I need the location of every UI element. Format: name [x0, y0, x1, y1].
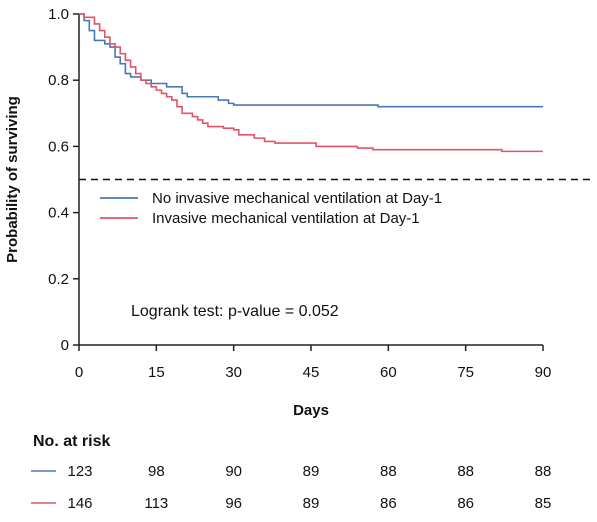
- risk-cell-row1-col6: 88: [457, 463, 474, 480]
- y-tick-label: 0.2: [48, 271, 69, 288]
- risk-cell-row2-col4: 89: [303, 495, 320, 512]
- risk-table-title: No. at risk: [33, 433, 110, 450]
- legend-label-2: Invasive mechanical ventilation at Day-1: [152, 210, 420, 227]
- x-tick-label: 60: [380, 364, 397, 381]
- logrank-annotation: Logrank test: p-value = 0.052: [131, 303, 339, 320]
- risk-cell-row2-col2: 113: [144, 495, 168, 512]
- x-tick-label: 15: [148, 364, 165, 381]
- risk-cell-row2-col3: 96: [225, 495, 242, 512]
- risk-cell-row1-col2: 98: [148, 463, 165, 480]
- risk-cell-row1-col4: 89: [303, 463, 320, 480]
- risk-cell-row2-col1: 146: [67, 495, 92, 512]
- risk-cell-row2-col7: 85: [535, 495, 552, 512]
- x-tick-label: 45: [303, 364, 320, 381]
- x-tick-label: 90: [535, 364, 552, 381]
- y-tick-label: 1.0: [48, 6, 69, 23]
- x-tick-label: 0: [75, 364, 83, 381]
- y-tick-label: 0.4: [48, 205, 69, 222]
- risk-cell-row2-col6: 86: [457, 495, 474, 512]
- x-tick-label: 75: [457, 364, 474, 381]
- risk-cell-row1-col5: 88: [380, 463, 397, 480]
- y-tick-label: 0.8: [48, 72, 69, 89]
- risk-cell-row1-col3: 90: [225, 463, 242, 480]
- survival-curve-series-1: [79, 13, 543, 108]
- legend-label-1: No invasive mechanical ventilation at Da…: [152, 190, 442, 207]
- risk-cell-row1-col7: 88: [535, 463, 552, 480]
- survival-curve-series-2: [79, 13, 543, 153]
- y-axis-title: Probability of surviving: [4, 96, 21, 263]
- risk-cell-row1-col1: 123: [67, 463, 92, 480]
- y-tick-label: 0.6: [48, 138, 69, 155]
- risk-cell-row2-col5: 86: [380, 495, 397, 512]
- x-tick-label: 30: [225, 364, 242, 381]
- x-axis-title: Days: [293, 402, 329, 419]
- y-tick-label: 0: [61, 337, 69, 354]
